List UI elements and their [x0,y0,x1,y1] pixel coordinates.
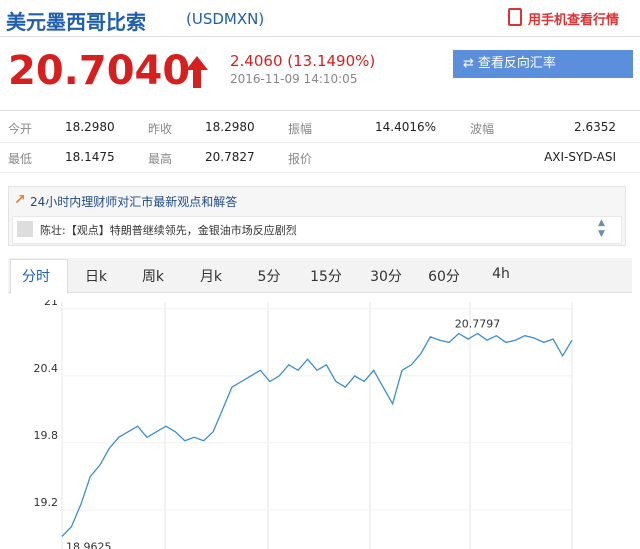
stat-value: 20.7827 [205,150,255,164]
tab[interactable]: 周k [141,269,165,285]
phone-icon [508,8,522,26]
annotation: 20.7797 [455,318,501,331]
reverse-button[interactable]: ⇄ 查看反向汇率 [453,50,633,78]
divider [0,36,640,37]
row-divider [0,172,640,173]
stat-label: 报价 [288,152,313,166]
news-icon: ↗ [14,192,26,208]
scroll-arrows[interactable]: ▲ ▼ [598,218,605,239]
tab[interactable]: 4h [492,266,510,282]
time: 2016-11-09 14:10:05 [230,72,358,86]
chart: 19.2 19.8 20.4 21 20.7797 18.9625 [34,300,573,549]
tab[interactable]: 日k [84,269,108,285]
news-item-box [12,216,622,244]
price: 20.7040 [8,48,191,94]
divider [0,110,640,111]
change: 2.4060 (13.1490%) [230,52,376,70]
title: 美元墨西哥比索 [6,10,146,34]
reverse-label: 查看反向汇率 [477,56,556,71]
mobile-link[interactable]: 用手机查看行情 [528,13,620,28]
y-tick-label: 20.4 [34,362,59,375]
stat-value: 18.1475 [65,150,115,164]
news-heading[interactable]: 24小时内理财师对汇市最新观点和解答 [30,195,238,209]
stat-value: 2.6352 [574,120,616,134]
y-tick-label: 19.2 [34,496,59,509]
tab[interactable]: 15分 [310,269,342,285]
row-divider [0,142,640,143]
stat-label: 波幅 [470,122,495,136]
stat-label: 今开 [8,122,33,136]
y-tick-label: 21 [44,300,58,308]
up-arrow [186,56,208,88]
tab[interactable]: 月k [199,269,223,285]
tab[interactable]: 60分 [428,269,460,285]
stat-value: 18.2980 [65,120,115,134]
tab[interactable]: 30分 [370,269,402,285]
tab[interactable]: 分时 [22,269,50,285]
code: (USDMXN) [186,10,265,28]
stat-label: 最低 [8,152,33,166]
stat-value: 14.4016% [375,120,437,134]
stat-value: 18.2980 [205,120,255,134]
stat-label: 昨收 [148,122,173,136]
tab-bar [8,258,632,293]
price-line [61,332,573,537]
news-item[interactable]: 陈壮:【观点】特朗普继续领先，金银油市场反应剧烈 [40,224,297,237]
stat-value: AXI-SYD-ASI [544,150,616,164]
tab[interactable]: 5分 [257,269,281,285]
y-tick-label: 19.8 [34,429,59,442]
stat-label: 振幅 [288,122,313,136]
active-tab [10,259,68,294]
annotation: 18.9625 [66,540,112,549]
stat-label: 最高 [148,152,173,166]
avatar [17,221,33,237]
